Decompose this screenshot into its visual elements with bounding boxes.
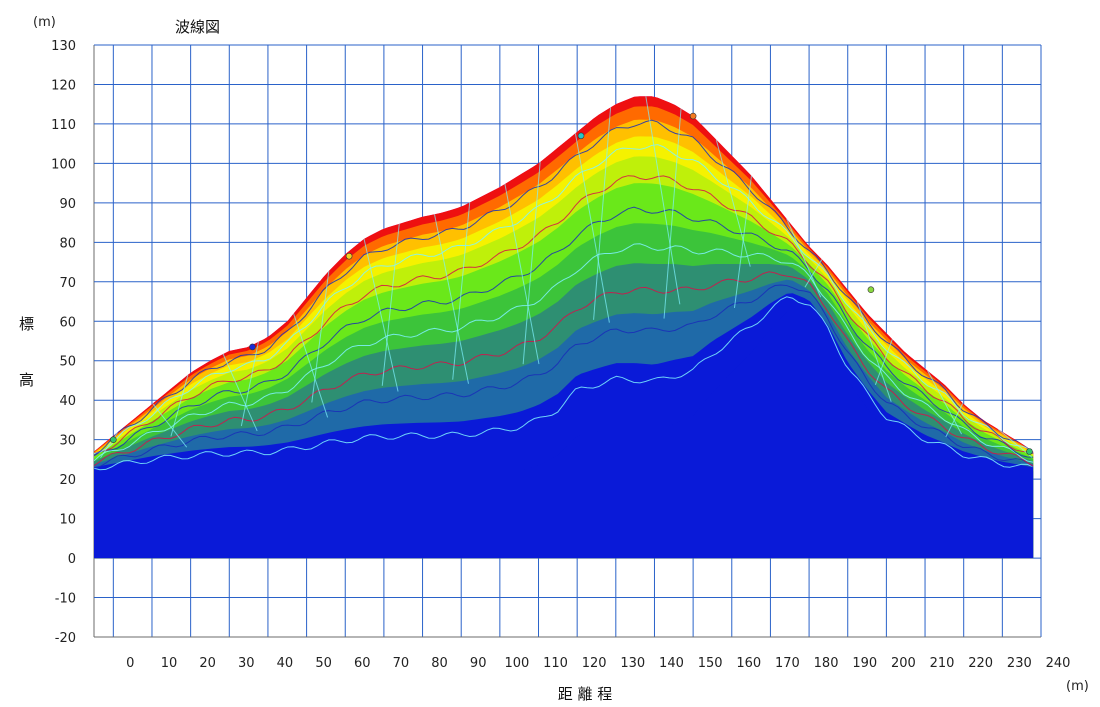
x-tick-label: 20 (199, 656, 216, 671)
x-tick-label: 90 (470, 656, 487, 671)
y-tick-label: 40 (59, 394, 76, 409)
terrain-core (94, 310, 1034, 559)
y-tick-label: 110 (51, 118, 76, 133)
y-tick-label: 20 (59, 473, 76, 488)
streak-line (645, 96, 681, 305)
marker-points (110, 112, 1033, 455)
surface-marker (110, 436, 117, 443)
x-tick-label: 240 (1046, 656, 1071, 671)
streak-line (856, 301, 892, 402)
x-tick-label: 190 (852, 656, 877, 671)
streak-line (433, 214, 469, 384)
streak-line (152, 403, 188, 448)
contour-line (94, 144, 1034, 455)
surface-marker (689, 112, 697, 120)
streak-line (240, 341, 259, 427)
x-tick-label: 80 (431, 656, 448, 671)
x-tick-label: 100 (504, 656, 529, 671)
tick-labels: 0 10 20 30 40 50 60 70 80 90 100 110 120 130 140 150 160… (51, 39, 1070, 671)
y-tick-label: 30 (59, 434, 76, 449)
y-tick-label: -20 (55, 631, 76, 646)
y-tick-label: 50 (59, 355, 76, 370)
streak-line (945, 403, 964, 438)
x-tick-label: 120 (582, 656, 607, 671)
chart-title: 波線図 (175, 18, 220, 36)
streak-line (874, 339, 893, 385)
x-tick-label: 160 (736, 656, 761, 671)
x-tick-label: 170 (775, 656, 800, 671)
x-tick-label: 10 (161, 656, 178, 671)
x-tick-label: 230 (1007, 656, 1032, 671)
y-tick-label: 80 (59, 236, 76, 251)
x-tick-label: 180 (814, 656, 839, 671)
streak-line (522, 162, 541, 365)
x-tick-label: 70 (393, 656, 410, 671)
streak-line (100, 432, 118, 458)
contour-line (94, 243, 1034, 463)
streak-line (574, 133, 610, 323)
surface-marker (249, 343, 256, 351)
x-tick-label: 140 (659, 656, 684, 671)
streak-line (593, 107, 612, 320)
streak-line (293, 313, 329, 418)
surface-marker (867, 286, 875, 293)
y-tick-label: 120 (51, 78, 76, 93)
x-tick-label: 40 (277, 656, 294, 671)
x-tick-label: 200 (891, 656, 916, 671)
streak-line (381, 223, 400, 386)
streak-line (786, 218, 822, 298)
x-axis-label: 距 離 程 (558, 685, 613, 703)
y-tick-label: 100 (51, 157, 76, 172)
x-tick-label: 210 (930, 656, 955, 671)
contour-line (94, 284, 1034, 469)
y-tick-label: 10 (59, 513, 76, 528)
y-axis-label-1: 標 (19, 315, 34, 333)
y-tick-label: -10 (55, 592, 76, 607)
streak-line (927, 370, 963, 435)
surface-marker (577, 132, 585, 140)
y-tick-label: 0 (68, 552, 76, 567)
streak-line (452, 202, 471, 380)
x-tick-label: 30 (238, 656, 255, 671)
contour-line (94, 175, 1034, 454)
x-tick-label: 130 (620, 656, 645, 671)
x-tick-label: 110 (543, 656, 568, 671)
y-tick-label: 70 (59, 276, 76, 291)
y-axis-label-2: 高 (19, 371, 34, 389)
y-tick-label: 90 (59, 197, 76, 212)
x-unit-label: (m) (1066, 679, 1089, 694)
streak-line (222, 353, 258, 432)
x-tick-label: 0 (126, 656, 134, 671)
streak-line (170, 374, 189, 437)
surface-marker (1026, 448, 1033, 455)
x-tick-label: 150 (698, 656, 723, 671)
y-tick-label: 130 (51, 39, 76, 54)
streak-line (504, 183, 540, 365)
surface-marker (345, 252, 353, 260)
contour-line (94, 119, 1034, 456)
streak-line (363, 238, 399, 392)
y-unit-label: (m) (33, 15, 56, 30)
y-tick-label: 60 (59, 315, 76, 330)
streak-line (663, 108, 682, 319)
x-tick-label: 220 (968, 656, 993, 671)
streak-line (311, 270, 330, 403)
streak-line (804, 259, 823, 288)
streak-line (715, 139, 751, 267)
contour-lines (94, 96, 1034, 471)
contour-line (94, 296, 1034, 471)
streak-line (733, 175, 752, 309)
terrain-color-bands (94, 96, 1034, 559)
contour-line (94, 206, 1034, 458)
x-tick-label: 60 (354, 656, 371, 671)
x-tick-label: 50 (315, 656, 332, 671)
